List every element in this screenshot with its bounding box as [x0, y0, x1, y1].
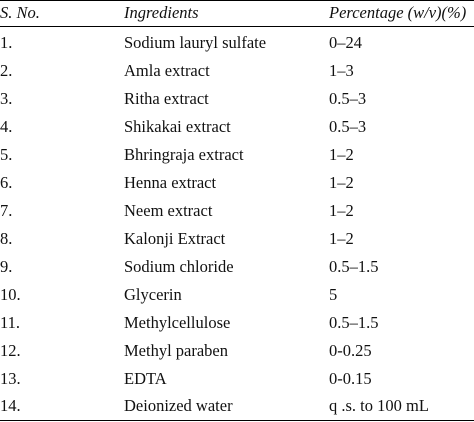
percentage-cell: 1–2 [329, 145, 354, 164]
header-percentage: Percentage (w/v)(%) [329, 3, 467, 22]
ingredient-cell: Shikakai extract [124, 117, 231, 136]
percentage-cell: 0.5–1.5 [329, 257, 379, 276]
table-row: 9. Sodium chloride 0.5–1.5 [0, 253, 474, 281]
ingredient-cell: Deionized water [124, 396, 233, 415]
table-row: 4. Shikakai extract 0.5–3 [0, 113, 474, 141]
ingredient-cell: Methylcellulose [124, 313, 231, 332]
serial-number-cell: 13. [0, 369, 21, 388]
percentage-cell: 0-0.15 [329, 369, 372, 388]
percentage-cell: 0.5–3 [329, 117, 367, 136]
serial-number-cell: 7. [0, 201, 13, 220]
percentage-cell: q .s. to 100 mL [329, 396, 429, 415]
table-row: 5. Bhringraja extract 1–2 [0, 141, 474, 169]
ingredient-cell: Kalonji Extract [124, 229, 226, 248]
ingredient-cell: Sodium chloride [124, 257, 234, 276]
table-row: 11. Methylcellulose 0.5–1.5 [0, 309, 474, 337]
serial-number-cell: 8. [0, 229, 13, 248]
table-bottom-rule [0, 420, 474, 421]
serial-number-cell: 6. [0, 173, 13, 192]
percentage-cell: 0–24 [329, 33, 362, 52]
serial-number-cell: 1. [0, 33, 13, 52]
percentage-cell: 5 [329, 285, 338, 304]
table-row: 8. Kalonji Extract 1–2 [0, 225, 474, 253]
ingredient-cell: Amla extract [124, 61, 210, 80]
percentage-cell: 0-0.25 [329, 341, 372, 360]
header-ingredients: Ingredients [124, 3, 199, 22]
table-row: 13. EDTA 0-0.15 [0, 365, 474, 393]
percentage-cell: 0.5–3 [329, 89, 367, 108]
ingredient-cell: Glycerin [124, 285, 182, 304]
ingredient-cell: Ritha extract [124, 89, 209, 108]
serial-number-cell: 4. [0, 117, 13, 136]
percentage-cell: 1–2 [329, 201, 354, 220]
ingredient-cell: Neem extract [124, 201, 213, 220]
table-header-row: S. No. Ingredients Percentage (w/v)(%) [0, 0, 474, 26]
serial-number-cell: 11. [0, 313, 21, 332]
table-row: 2. Amla extract 1–3 [0, 57, 474, 85]
percentage-cell: 1–3 [329, 61, 354, 80]
percentage-cell: 1–2 [329, 229, 354, 248]
serial-number-cell: 9. [0, 257, 13, 276]
table-row: 14. Deionized water q .s. to 100 mL [0, 392, 474, 420]
serial-number-cell: 10. [0, 285, 21, 304]
ingredient-cell: Sodium lauryl sulfate [124, 33, 267, 52]
ingredient-cell: Bhringraja extract [124, 145, 244, 164]
table-row: 6. Henna extract 1–2 [0, 169, 474, 197]
ingredient-cell: Henna extract [124, 173, 217, 192]
serial-number-cell: 5. [0, 145, 13, 164]
serial-number-cell: 12. [0, 341, 21, 360]
table-row: 12. Methyl paraben 0-0.25 [0, 337, 474, 365]
table-header-rule [0, 26, 474, 27]
percentage-cell: 1–2 [329, 173, 354, 192]
table-row: 7. Neem extract 1–2 [0, 197, 474, 225]
percentage-cell: 0.5–1.5 [329, 313, 379, 332]
table-row: 3. Ritha extract 0.5–3 [0, 85, 474, 113]
table-row: 1. Sodium lauryl sulfate 0–24 [0, 29, 474, 57]
table-row: 10. Glycerin 5 [0, 281, 474, 309]
ingredient-cell: Methyl paraben [124, 341, 229, 360]
serial-number-cell: 2. [0, 61, 13, 80]
ingredient-cell: EDTA [124, 369, 167, 388]
serial-number-cell: 14. [0, 396, 21, 415]
serial-number-cell: 3. [0, 89, 13, 108]
table-top-rule [0, 0, 474, 1]
header-serial-number: S. No. [0, 3, 40, 22]
